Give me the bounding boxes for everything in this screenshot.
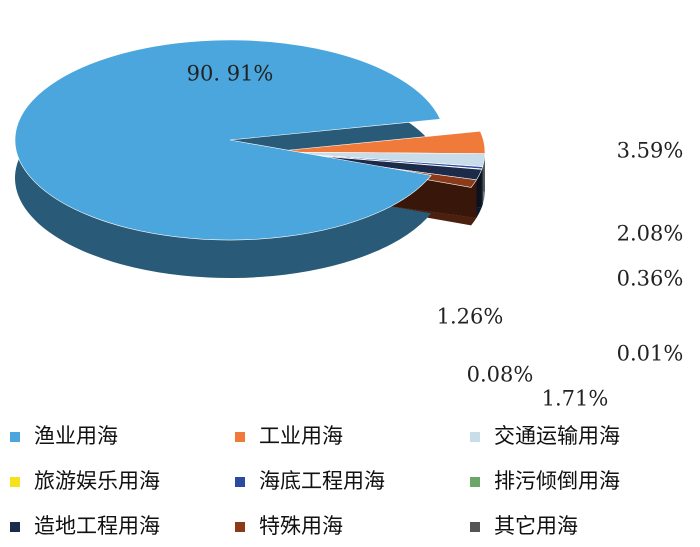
legend-label: 海底工程用海 [259,469,385,493]
value-label: 2.08% [617,222,684,246]
value-label: 3.59% [617,139,684,163]
legend-swatch [10,522,20,532]
legend-label: 排污倾倒用海 [494,469,620,493]
legend-swatch [235,477,245,487]
legend-swatch [470,522,480,532]
value-label: 1.71% [542,387,609,411]
value-label: 90. 91% [187,62,274,86]
legend-label: 渔业用海 [34,424,118,448]
legend-swatch [10,477,20,487]
legend-label: 其它用海 [494,514,578,538]
legend-swatch [235,522,245,532]
legend-label: 工业用海 [259,424,343,448]
legend-swatch [470,432,480,442]
slice [14,39,441,241]
legend-swatch [10,432,20,442]
value-label: 0.01% [617,342,684,366]
legend-swatch [235,432,245,442]
legend-swatch [470,477,480,487]
legend-label: 旅游娱乐用海 [34,469,160,493]
value-label: 1.26% [437,305,504,329]
legend-label: 造地工程用海 [34,514,160,538]
legend-label: 特殊用海 [259,514,343,538]
value-label: 0.36% [617,267,684,291]
legend-label: 交通运输用海 [494,424,620,448]
value-label: 0.08% [467,363,534,387]
